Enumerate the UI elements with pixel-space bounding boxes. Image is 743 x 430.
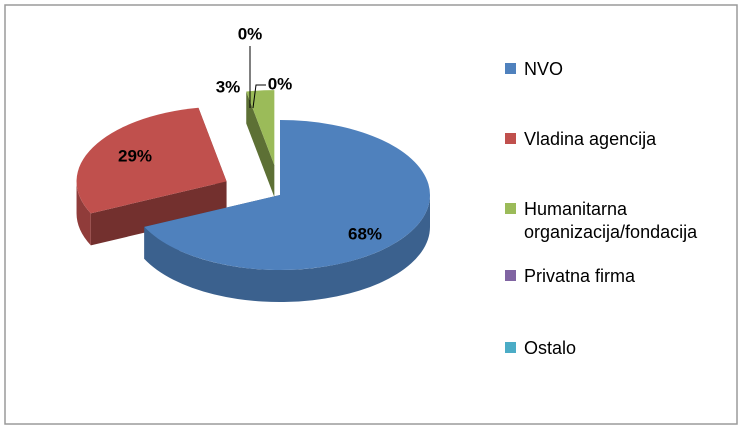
legend-swatch	[505, 63, 516, 74]
legend-item: Vladina agencija	[505, 128, 740, 151]
legend-label: Ostalo	[524, 338, 577, 358]
pie-slice	[76, 107, 227, 214]
legend-swatch	[505, 203, 516, 214]
legend-swatch	[505, 342, 516, 353]
data-label: 0%	[238, 24, 263, 43]
legend-label: NVO	[524, 59, 564, 79]
legend-swatch	[505, 270, 516, 281]
data-label: 0%	[268, 74, 293, 93]
data-label: 3%	[216, 77, 241, 96]
data-label: 68%	[348, 224, 382, 243]
slice-wall	[76, 181, 91, 246]
legend-item: NVO	[505, 58, 740, 81]
legend-label: Vladina agencija	[524, 129, 657, 149]
legend-swatch	[505, 133, 516, 144]
slice-side	[246, 91, 275, 198]
legend-item: Humanitarna organizacija/fondacija	[505, 198, 740, 244]
pie-slice	[246, 90, 275, 166]
legend-item: Privatna firma	[505, 265, 740, 288]
data-label: 29%	[118, 146, 152, 165]
legend-label: Humanitarna organizacija/fondacija	[524, 199, 698, 242]
legend-label: Privatna firma	[524, 266, 636, 286]
slice-side	[90, 181, 227, 246]
slice-wall	[144, 195, 430, 302]
leader-line	[252, 84, 266, 109]
pie-slice	[144, 120, 430, 270]
legend-item: Ostalo	[505, 337, 740, 360]
